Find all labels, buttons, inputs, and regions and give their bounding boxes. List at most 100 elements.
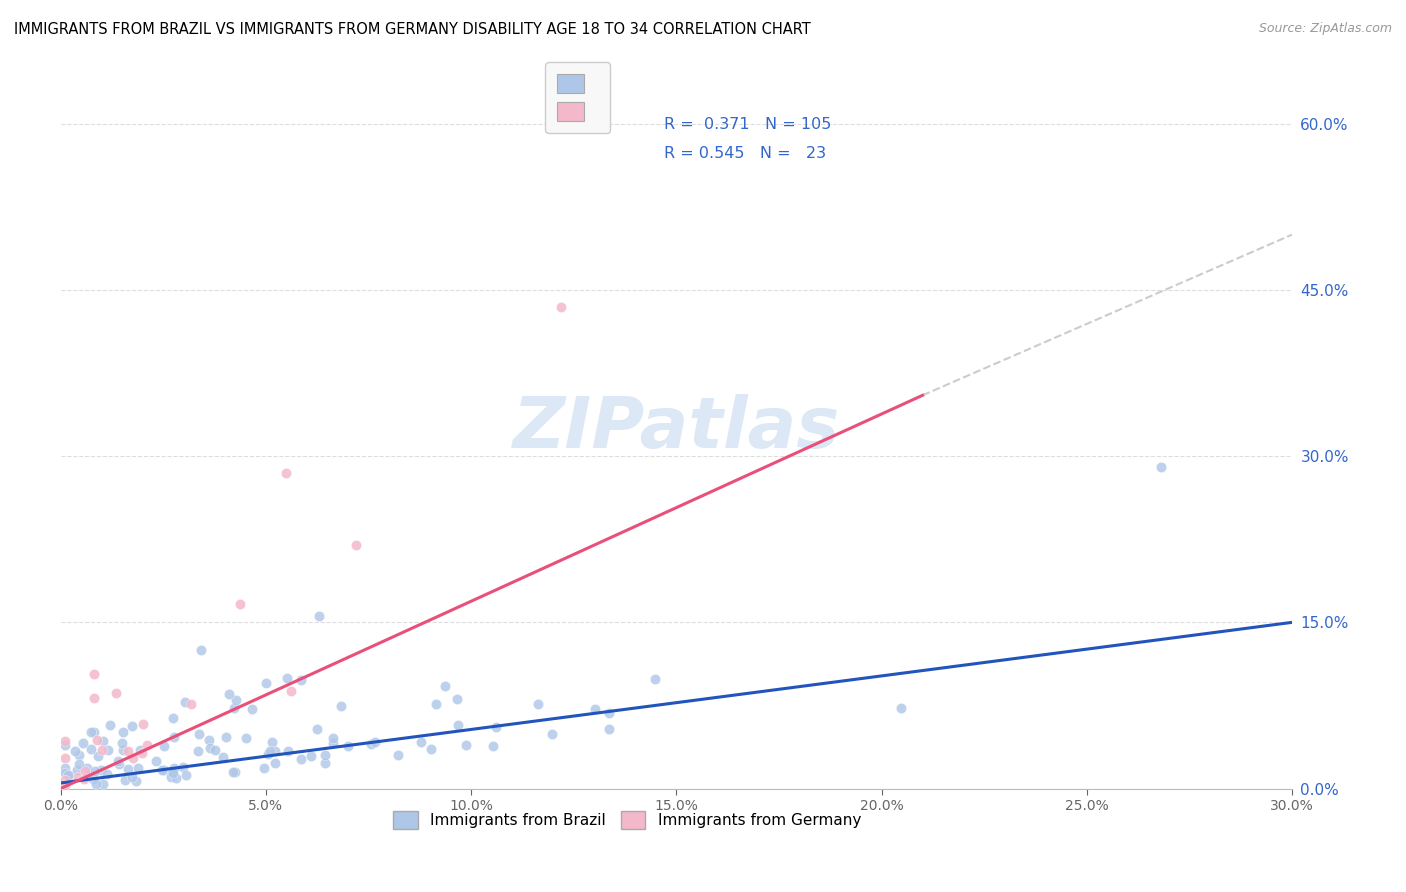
Point bbox=[83, 764, 105, 778]
Point bbox=[482, 739, 505, 754]
Point bbox=[86, 733, 108, 747]
Point bbox=[75, 764, 97, 778]
Point bbox=[527, 697, 550, 711]
Point bbox=[187, 726, 209, 740]
Point bbox=[329, 699, 352, 714]
Point bbox=[111, 725, 134, 739]
Point bbox=[198, 741, 221, 756]
Point bbox=[218, 687, 240, 701]
Point bbox=[204, 743, 226, 757]
Point bbox=[86, 777, 108, 791]
Point bbox=[80, 725, 103, 739]
Point bbox=[163, 730, 186, 744]
Point bbox=[55, 778, 77, 792]
Point bbox=[259, 744, 281, 758]
Point bbox=[409, 735, 432, 749]
Point bbox=[97, 743, 120, 757]
Point bbox=[308, 608, 330, 623]
Text: R =  0.371   N = 105: R = 0.371 N = 105 bbox=[664, 117, 831, 132]
Point bbox=[135, 738, 157, 752]
Point bbox=[322, 736, 344, 750]
Point bbox=[66, 763, 89, 777]
Point bbox=[307, 723, 329, 737]
Point bbox=[235, 731, 257, 746]
Point bbox=[344, 538, 367, 552]
Point bbox=[98, 717, 121, 731]
Point bbox=[131, 747, 153, 761]
Point bbox=[257, 747, 280, 761]
Point bbox=[160, 771, 183, 785]
Point bbox=[211, 749, 233, 764]
Point bbox=[121, 770, 143, 784]
Point bbox=[215, 730, 238, 744]
Point bbox=[229, 597, 252, 611]
Point bbox=[252, 760, 274, 774]
Point bbox=[280, 684, 302, 698]
Point bbox=[187, 744, 209, 758]
Point bbox=[322, 731, 344, 746]
Point bbox=[53, 738, 76, 752]
Point bbox=[91, 777, 114, 791]
Point bbox=[72, 736, 94, 750]
Point bbox=[541, 727, 564, 741]
Point bbox=[162, 711, 184, 725]
Point bbox=[485, 720, 508, 734]
Point bbox=[419, 742, 441, 756]
Point bbox=[222, 764, 245, 779]
Point bbox=[108, 757, 131, 772]
Point bbox=[598, 706, 620, 721]
Point bbox=[254, 675, 277, 690]
Point bbox=[114, 772, 136, 787]
Point bbox=[190, 643, 212, 657]
Text: R = 0.545   N =   23: R = 0.545 N = 23 bbox=[664, 146, 827, 161]
Point bbox=[360, 738, 382, 752]
Point bbox=[76, 761, 98, 775]
Point bbox=[53, 773, 76, 788]
Point bbox=[53, 734, 76, 748]
Point bbox=[67, 756, 90, 771]
Point bbox=[111, 736, 134, 750]
Point bbox=[117, 744, 139, 758]
Point bbox=[121, 719, 143, 733]
Point bbox=[112, 743, 135, 757]
Point bbox=[107, 754, 129, 768]
Point bbox=[225, 692, 247, 706]
Point bbox=[433, 679, 456, 693]
Point bbox=[150, 763, 173, 777]
Point bbox=[598, 722, 620, 736]
Point bbox=[644, 672, 666, 686]
Point bbox=[224, 764, 246, 779]
Point bbox=[83, 667, 105, 681]
Point bbox=[583, 702, 606, 716]
Point bbox=[56, 768, 79, 782]
Point bbox=[165, 771, 187, 785]
Point bbox=[387, 747, 409, 762]
Point bbox=[73, 772, 96, 787]
Point bbox=[129, 743, 152, 757]
Point bbox=[172, 759, 194, 773]
Point bbox=[263, 756, 285, 770]
Point bbox=[91, 733, 114, 747]
Point bbox=[53, 751, 76, 765]
Point bbox=[117, 762, 139, 776]
Text: IMMIGRANTS FROM BRAZIL VS IMMIGRANTS FROM GERMANY DISABILITY AGE 18 TO 34 CORREL: IMMIGRANTS FROM BRAZIL VS IMMIGRANTS FRO… bbox=[14, 22, 811, 37]
Point bbox=[337, 739, 360, 753]
Point bbox=[125, 774, 148, 789]
Point bbox=[314, 756, 336, 771]
Point bbox=[890, 701, 912, 715]
Point bbox=[132, 717, 155, 731]
Point bbox=[447, 718, 470, 732]
Point bbox=[314, 748, 336, 763]
Point bbox=[299, 749, 322, 764]
Point bbox=[240, 701, 263, 715]
Point bbox=[224, 701, 246, 715]
Point bbox=[174, 696, 197, 710]
Point bbox=[145, 754, 167, 768]
Point bbox=[87, 749, 110, 764]
Point bbox=[153, 739, 176, 753]
Point bbox=[276, 744, 298, 758]
Text: ZIPatlas: ZIPatlas bbox=[513, 394, 839, 463]
Point bbox=[290, 752, 312, 766]
Point bbox=[198, 733, 221, 747]
Point bbox=[446, 692, 468, 706]
